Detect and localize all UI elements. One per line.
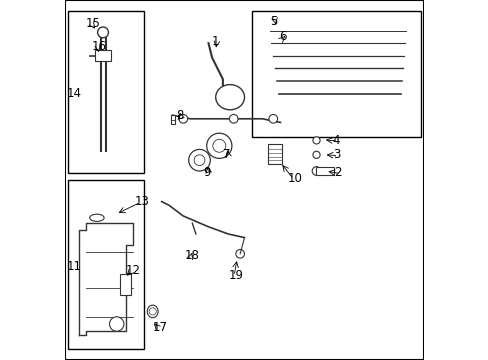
Circle shape — [268, 114, 277, 123]
Text: 7: 7 — [223, 148, 230, 161]
Circle shape — [311, 167, 320, 175]
Bar — [120, 274, 131, 295]
Circle shape — [98, 27, 108, 38]
Text: 5: 5 — [269, 15, 277, 28]
Text: 18: 18 — [185, 249, 200, 262]
Bar — [251, 11, 420, 137]
Bar — [68, 180, 143, 349]
Text: 2: 2 — [334, 166, 341, 179]
Text: 4: 4 — [332, 134, 340, 147]
Text: 17: 17 — [152, 321, 167, 334]
Text: 9: 9 — [203, 166, 210, 179]
Text: 14: 14 — [66, 87, 81, 100]
Circle shape — [206, 133, 231, 158]
Text: 13: 13 — [134, 195, 149, 208]
Circle shape — [194, 155, 204, 166]
Text: 10: 10 — [287, 172, 302, 185]
Text: 11: 11 — [66, 260, 81, 273]
Text: 8: 8 — [176, 109, 183, 122]
Ellipse shape — [215, 85, 244, 110]
Bar — [68, 11, 143, 173]
Ellipse shape — [147, 305, 158, 318]
Text: 19: 19 — [228, 269, 243, 282]
Circle shape — [109, 317, 123, 331]
Bar — [170, 115, 175, 124]
Text: 6: 6 — [278, 30, 285, 42]
Text: 16: 16 — [91, 40, 106, 53]
Circle shape — [179, 114, 187, 123]
Circle shape — [212, 139, 225, 152]
Text: 3: 3 — [332, 148, 339, 161]
Ellipse shape — [89, 214, 104, 221]
Circle shape — [312, 151, 320, 158]
Bar — [267, 144, 282, 164]
Text: 12: 12 — [125, 264, 141, 276]
Bar — [316, 167, 334, 175]
Circle shape — [312, 137, 320, 144]
Bar — [95, 50, 111, 61]
Circle shape — [188, 149, 210, 171]
Text: 1: 1 — [212, 35, 219, 48]
Circle shape — [235, 249, 244, 258]
Text: 15: 15 — [86, 17, 101, 30]
Circle shape — [229, 114, 238, 123]
Circle shape — [149, 308, 156, 315]
